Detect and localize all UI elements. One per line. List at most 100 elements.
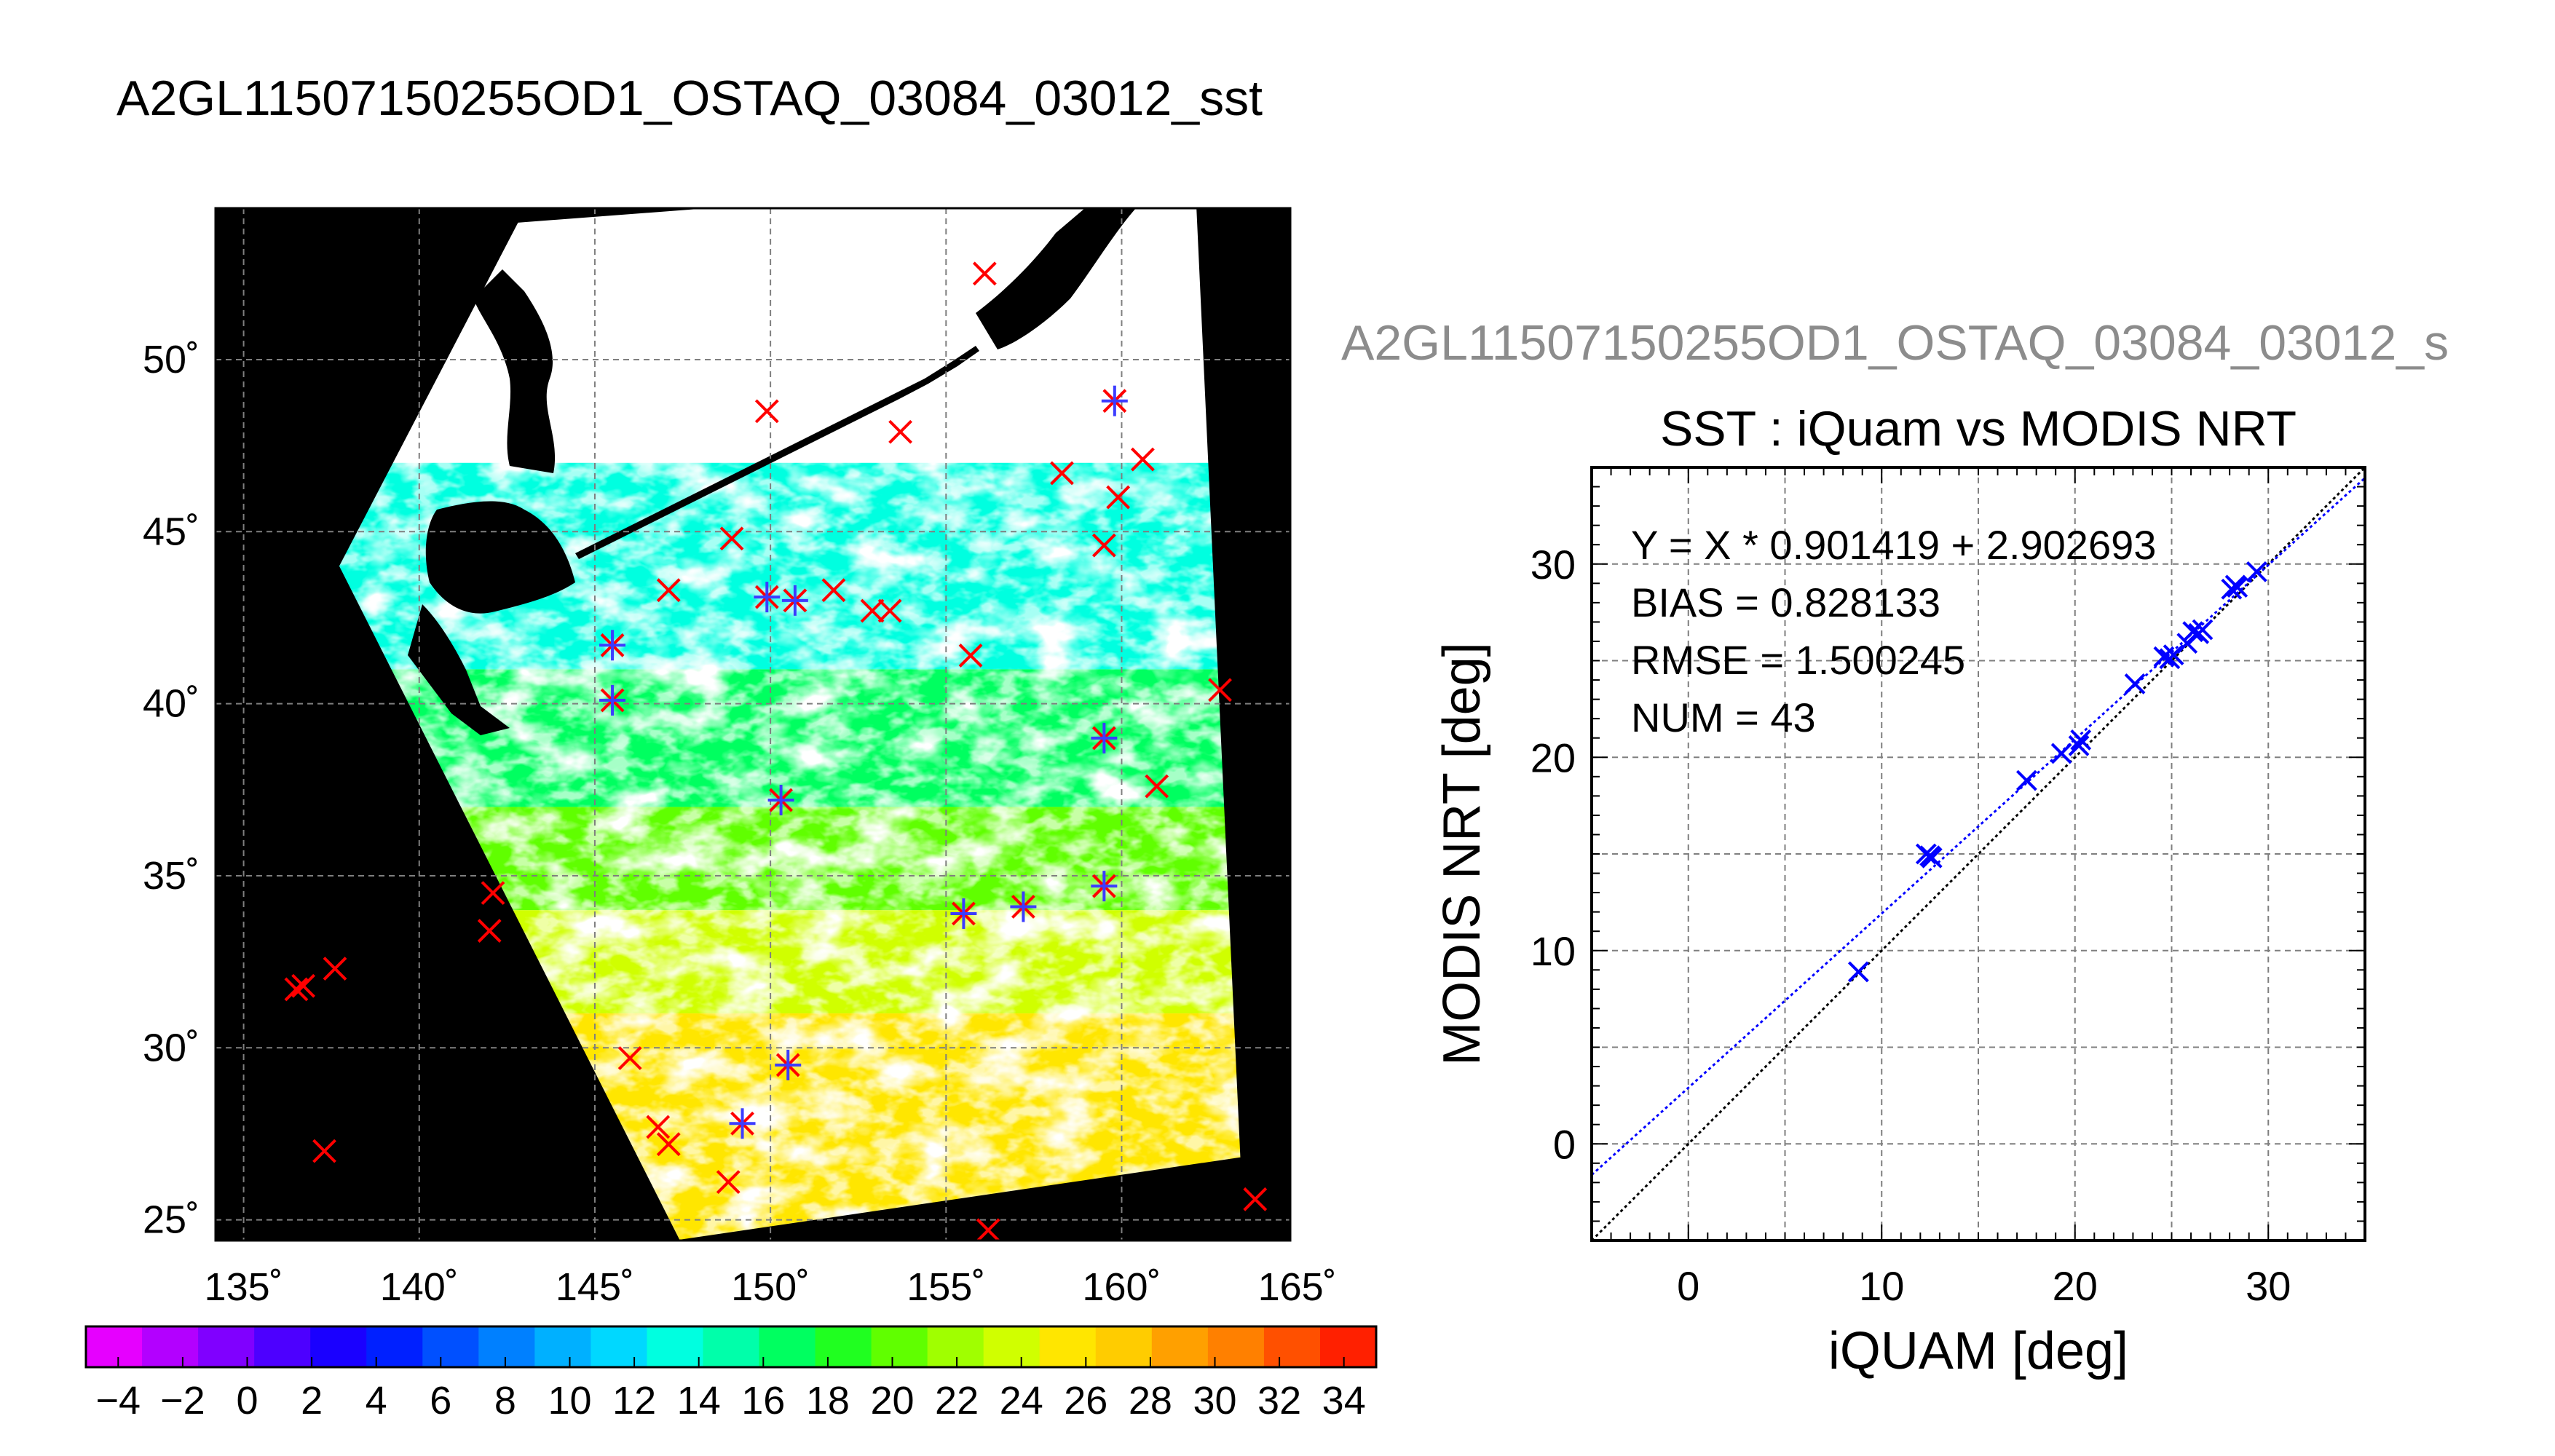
colorbar-swatch [703, 1326, 760, 1367]
colorbar-tick-label: 30 [1193, 1379, 1236, 1423]
scatter-x-label: iQUAM [deg] [1828, 1322, 2128, 1380]
colorbar-swatch [815, 1326, 872, 1367]
validation-marker [1243, 1187, 1268, 1211]
honshu-north-land [408, 604, 510, 735]
scatter-y-label: MODIS NRT [deg] [1433, 642, 1491, 1066]
validation-marker [1208, 678, 1232, 703]
map-x-tick-label: 145˚ [556, 1265, 634, 1309]
colorbar-tick-label: 32 [1257, 1379, 1301, 1423]
scatter-x-tick-label: 30 [2246, 1263, 2291, 1309]
validation-marker [646, 1115, 671, 1139]
colorbar-tick-label: 26 [1064, 1379, 1107, 1423]
map-x-tick-label: 150˚ [731, 1265, 810, 1309]
validation-marker [1145, 774, 1169, 799]
map-y-tick-label: 45˚ [143, 510, 200, 553]
scatter-stat-line: BIAS = 0.828133 [1631, 579, 1940, 625]
map-x-tick-label: 140˚ [380, 1265, 459, 1309]
colorbar-swatch [927, 1326, 984, 1367]
validation-marker [860, 598, 885, 623]
validation-marker [754, 399, 779, 424]
validation-marker [716, 1170, 741, 1195]
scatter-gridlines [1592, 467, 2365, 1241]
scatter-point [2015, 769, 2037, 791]
colorbar-tick-label: 0 [236, 1379, 258, 1423]
validation-marker [958, 644, 983, 668]
colorbar-frame [84, 1325, 1378, 1369]
scatter-y-tick-label: 30 [1531, 542, 1576, 587]
scatter-point [2192, 619, 2214, 641]
colorbar-tick-label: 18 [806, 1379, 850, 1423]
scatter-y-tick-label: 0 [1553, 1121, 1576, 1167]
matched-marker [1091, 871, 1118, 902]
map-frame [214, 207, 1292, 1242]
scatter-point [1847, 961, 1869, 983]
colorbar-swatch [1151, 1326, 1209, 1367]
scatter-x-tick-label: 10 [1859, 1263, 1904, 1309]
sakhalin-land [473, 269, 556, 473]
map-y-tick-label: 50˚ [143, 338, 200, 381]
map-x-tick-label: 135˚ [205, 1265, 283, 1309]
main-title: A2GL11507150255OD1_OSTAQ_03084_03012_sst [117, 71, 1263, 126]
sst-colorbar: −4 −2 0 2 4 6 8 10 12 14 16 18 20 22 24 26 28 30 32 34 [84, 1325, 1378, 1423]
colorbar-swatch [759, 1326, 816, 1367]
validation-marker [877, 598, 902, 623]
colorbar-swatch [310, 1326, 367, 1367]
colorbar-tick-label: 2 [301, 1379, 323, 1423]
validation-marker [656, 1132, 681, 1157]
matched-marker [1010, 891, 1037, 922]
matched-marker [1101, 385, 1128, 416]
validation-marker [1106, 485, 1131, 510]
matched-marker [754, 582, 781, 613]
validation-marker [719, 526, 744, 551]
map-y-tick-label: 25˚ [143, 1198, 200, 1242]
colorbar-swatch [1319, 1326, 1377, 1367]
scatter-x-tick-label: 20 [2053, 1263, 2098, 1309]
map-x-tick-label: 165˚ [1258, 1265, 1337, 1309]
colorbar-tick-label: 8 [494, 1379, 516, 1423]
colorbar-swatch [198, 1326, 255, 1367]
colorbar-tick-label: 14 [677, 1379, 721, 1423]
matched-marker [729, 1108, 756, 1139]
colorbar-tick-label: 28 [1129, 1379, 1172, 1423]
scatter-stat-line: RMSE = 1.500245 [1631, 637, 1965, 683]
validation-marker [1050, 461, 1074, 486]
hokkaido-land [425, 501, 575, 614]
validation-marker [1091, 533, 1116, 558]
japan-landmass [408, 208, 1136, 735]
scatter-point [1921, 847, 1943, 869]
colorbar-tick-label: 16 [741, 1379, 785, 1423]
colorbar-tick-label: 4 [366, 1379, 387, 1423]
validation-marker [1130, 447, 1155, 472]
sst-map: 135˚ 140˚ 145˚ 150˚ 155˚ 160˚ 165˚ 25˚ 30˚ 35˚ 40˚… [143, 207, 1337, 1309]
colorbar-tick-label: −4 [96, 1379, 141, 1423]
validation-marker [323, 957, 347, 981]
map-y-tick-label: 35˚ [143, 854, 200, 898]
colorbar-tick-label: 20 [870, 1379, 914, 1423]
scatter-file-title: A2GL11507150255OD1_OSTAQ_03084_03012_s [1341, 315, 2449, 371]
colorbar-swatch [1263, 1326, 1321, 1367]
scatter-x-tick-label: 0 [1677, 1263, 1699, 1309]
scatter-point [2124, 673, 2146, 695]
scatter-point [2068, 735, 2090, 756]
colorbar-swatch [142, 1326, 199, 1367]
validation-marker [972, 261, 997, 286]
colorbar-tick-label: 10 [548, 1379, 591, 1423]
colorbar-swatch [254, 1326, 311, 1367]
identity-line [1592, 467, 2365, 1241]
map-y-tick-label: 30˚ [143, 1026, 200, 1069]
colorbar-swatch [1095, 1326, 1153, 1367]
colorbar-tick-label: 6 [430, 1379, 451, 1423]
colorbar-swatch [983, 1326, 1040, 1367]
matched-marker [767, 784, 794, 815]
colorbar-swatch [591, 1326, 647, 1367]
colorbar-swatch [86, 1326, 143, 1367]
scatter-plot: SST : iQuam vs MODIS NRT 0 10 20 300102030 … [1433, 401, 2366, 1380]
validation-marker [284, 977, 309, 1002]
swath-outline [337, 208, 1242, 1241]
matched-marker [775, 1049, 802, 1080]
colorbar-swatch [871, 1326, 928, 1367]
map-gridlines [216, 208, 1290, 1241]
kuril-chain [575, 346, 979, 559]
colorbar-tick-label: 34 [1322, 1379, 1366, 1423]
